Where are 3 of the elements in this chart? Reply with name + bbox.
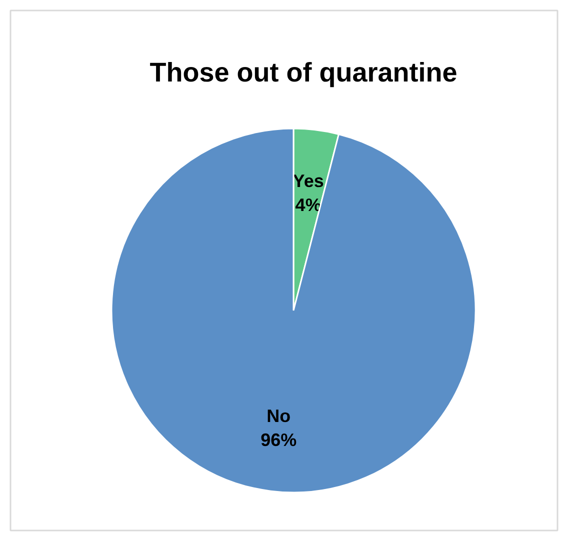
slice-label: No	[266, 406, 291, 426]
chart-title: Those out of quarantine	[150, 58, 458, 88]
data-label: 96%	[260, 430, 297, 450]
